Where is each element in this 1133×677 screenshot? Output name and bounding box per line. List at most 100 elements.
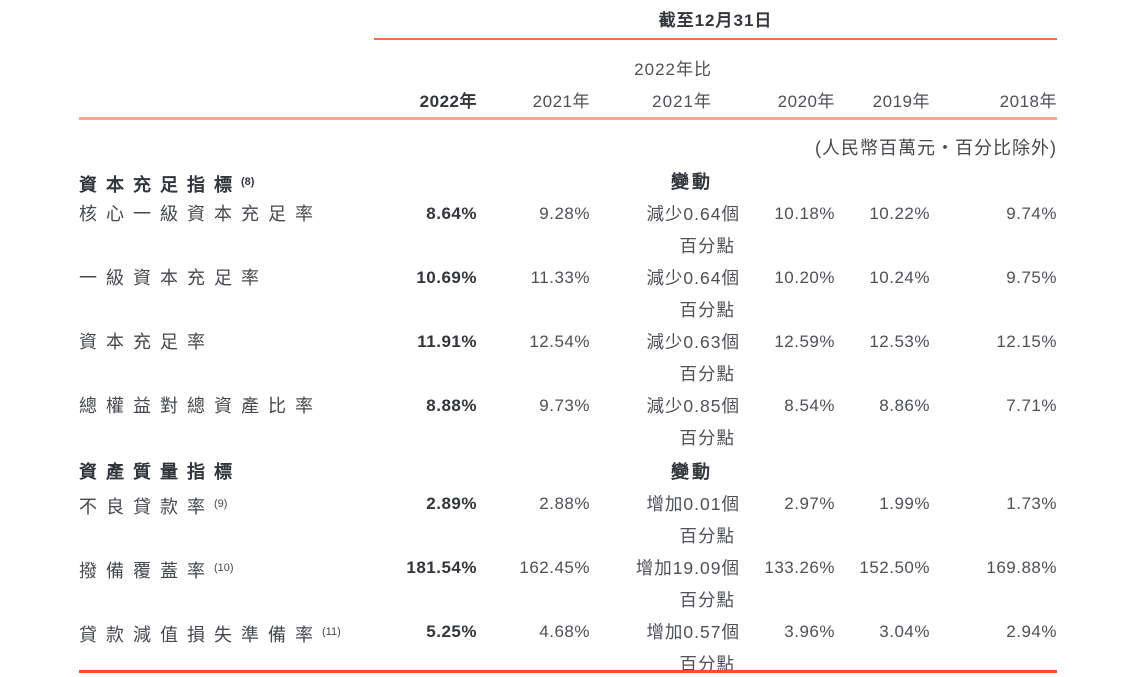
cell-2022: 8.64%: [426, 204, 477, 223]
year-header-row: 2022年 2021年 2022年比 2021年 2020年 2019年 201…: [79, 54, 1057, 118]
col-header-2019: 2019年: [872, 92, 930, 111]
col-header-2021: 2021年: [532, 92, 590, 111]
spanner-title: 截至12月31日: [658, 11, 773, 30]
col-header-2018: 2018年: [999, 92, 1057, 111]
change-line2: 百分點: [679, 300, 735, 320]
col-header-change-line2: 2021年: [652, 92, 712, 111]
section-spacer: [835, 456, 930, 488]
table-row: 撥備覆蓋率(10) 181.54% 162.45% 增加19.09個百分點 133.26…: [79, 552, 1057, 616]
cell-2018: 7.71%: [1006, 396, 1057, 415]
cell-2018: 9.75%: [1006, 268, 1057, 287]
cell-change: 減少0.63個百分點: [590, 326, 740, 390]
header-rule: [79, 117, 1057, 120]
cell-2018: 169.88%: [986, 558, 1057, 577]
cell-2020: 12.59%: [774, 332, 835, 351]
cell-2018: 9.74%: [1006, 204, 1057, 223]
cell-2022: 8.88%: [426, 396, 477, 415]
section-spacer: [370, 166, 477, 201]
section-spacer: [477, 456, 590, 488]
change-line2: 百分點: [679, 364, 735, 384]
cell-2021: 2.88%: [539, 494, 590, 513]
table-row: 不良貸款率(9) 2.89% 2.88% 增加0.01個百分點 2.97% 1.99% 1.…: [79, 488, 1057, 552]
cell-2021: 162.45%: [519, 558, 590, 577]
table-row: 資本充足率 11.91% 12.54% 減少0.63個 百分點 12.59% 12.53% 1…: [79, 326, 1057, 390]
cell-2018: 1.73%: [1006, 494, 1057, 513]
table-body: (人民幣百萬元・百分比除外) 資本充足指標(8) 變動 核心一級資本充足率 8.64%…: [79, 132, 1057, 677]
cell-2020: 133.26%: [764, 558, 835, 577]
cell-2019: 152.50%: [859, 558, 930, 577]
row-label: 資本充足率: [79, 332, 214, 352]
section-header-row: 資本充足指標(8) 變動: [79, 166, 1057, 198]
spanner-rule: [374, 38, 1057, 40]
row-label: 一級資本充足率: [79, 268, 268, 288]
section-spacer: [477, 166, 590, 201]
cell-change: 增加0.57個百分點: [590, 616, 740, 677]
col-header-2022: 2022年: [419, 92, 477, 111]
cell-2021: 9.73%: [539, 396, 590, 415]
table-row: 核心一級資本充足率 8.64% 9.28% 減少0.64個 百分點 10.18% 10.22…: [79, 198, 1057, 262]
section-title: 資本充足指標(8): [79, 175, 255, 195]
cell-change: 減少0.64個百分點: [590, 262, 740, 326]
cell-2019: 8.86%: [879, 396, 930, 415]
cell-2019: 1.99%: [879, 494, 930, 513]
cell-2021: 4.68%: [539, 622, 590, 641]
table-row: 貸款減值損失準備率(11) 5.25% 4.68% 增加0.57個 百分點 3.96% 3.…: [79, 616, 1057, 677]
section-header-row: 資產質量指標 變動: [79, 456, 1057, 488]
section-spacer: [930, 166, 1057, 201]
row-label: 總權益對總資產比率: [79, 396, 322, 416]
cell-2019: 12.53%: [869, 332, 930, 351]
cell-2022: 11.91%: [417, 332, 477, 351]
cell-2022: 181.54%: [406, 558, 477, 577]
cell-2020: 10.20%: [774, 268, 835, 287]
units-note: (人民幣百萬元・百分比除外): [815, 138, 1057, 158]
col-header-2020: 2020年: [777, 92, 835, 111]
change-word-label: 變動: [671, 462, 713, 482]
footnote-marker: (8): [241, 176, 255, 188]
footnote-marker: (10): [214, 562, 234, 574]
change-line2: 百分點: [679, 526, 735, 546]
cell-change: 減少0.85個百分點: [590, 390, 740, 454]
row-label: 核心一級資本充足率: [79, 204, 322, 224]
row-label: 不良貸款率(9): [79, 497, 228, 517]
table-row: 一級資本充足率 10.69% 11.33% 減少0.64個 百分點 10.20% 10.24…: [79, 262, 1057, 326]
cell-2018: 12.15%: [996, 332, 1057, 351]
row-label: 撥備覆蓋率(10): [79, 561, 234, 581]
change-line1: 減少0.64個: [646, 204, 740, 224]
section-spacer: [930, 456, 1057, 488]
change-line1: 減少0.85個: [646, 396, 740, 416]
section-spacer: [370, 456, 477, 488]
change-line1: 增加0.01個: [646, 494, 740, 514]
change-line1: 增加19.09個: [635, 558, 740, 578]
col-header-change-line1: 2022年比: [634, 60, 712, 79]
table-row: 總權益對總資產比率 8.88% 9.73% 減少0.85個 百分點 8.54% 8.86% 7…: [79, 390, 1057, 454]
cell-2021: 9.28%: [539, 204, 590, 223]
cell-2018: 2.94%: [1006, 622, 1057, 641]
cell-2020: 8.54%: [784, 396, 835, 415]
change-line1: 減少0.63個: [646, 332, 740, 352]
change-line2: 百分點: [679, 590, 735, 610]
bottom-rule: [79, 670, 1057, 673]
cell-2020: 2.97%: [784, 494, 835, 513]
change-line1: 增加0.57個: [646, 622, 740, 642]
row-label: 貸款減值損失準備率(11): [79, 625, 341, 645]
cell-2022: 5.25%: [426, 622, 477, 641]
change-word-label: 變動: [671, 172, 713, 192]
cell-2021: 11.33%: [530, 268, 590, 287]
footnote-marker: (11): [322, 626, 341, 638]
cell-change: 減少0.64個百分點: [590, 198, 740, 262]
change-line2: 百分點: [679, 654, 735, 674]
section-spacer: [835, 166, 930, 201]
footnote-marker: (9): [214, 498, 228, 510]
cell-2021: 12.54%: [529, 332, 590, 351]
change-line1: 減少0.64個: [646, 268, 740, 288]
change-line2: 百分點: [679, 428, 735, 448]
cell-2022: 10.69%: [416, 268, 477, 287]
cell-2022: 2.89%: [426, 494, 477, 513]
cell-2019: 10.22%: [869, 204, 930, 223]
section-spacer: [740, 166, 835, 201]
cell-2019: 10.24%: [869, 268, 930, 287]
cell-2020: 3.96%: [784, 622, 835, 641]
change-line2: 百分點: [679, 236, 735, 256]
col-header-change: 2022年比 2021年: [590, 54, 740, 118]
